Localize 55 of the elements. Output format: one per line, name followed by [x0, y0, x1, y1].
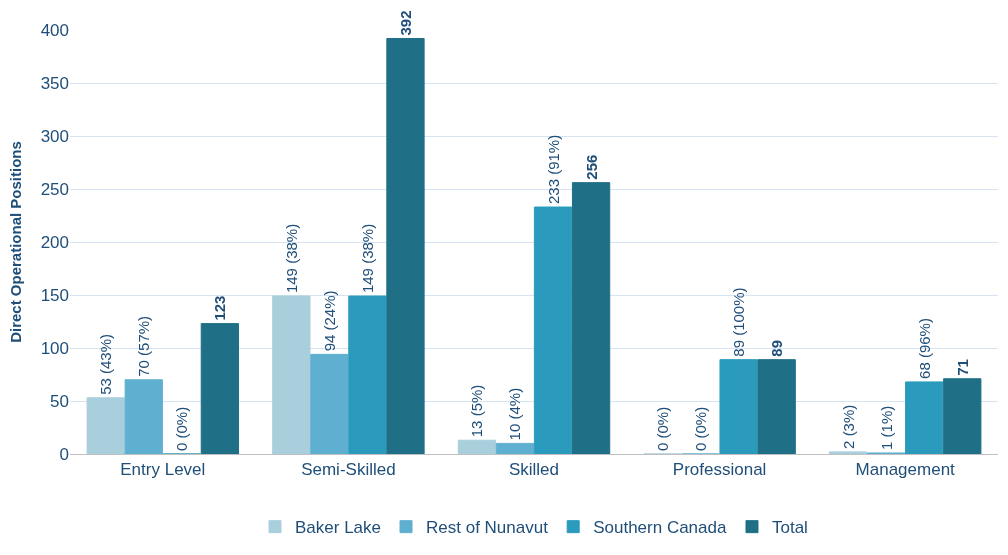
y-tick-label: 300	[40, 126, 69, 146]
data-label: 68 (96%)	[915, 318, 933, 379]
y-tick-label: 100	[40, 338, 69, 358]
y-tick-label: 200	[40, 232, 69, 252]
bar	[272, 295, 311, 454]
bar	[495, 442, 535, 454]
x-tick-label: Professional	[672, 460, 767, 480]
bar	[310, 353, 349, 454]
data-label: 89 (100%)	[730, 287, 748, 357]
data-label: 13 (5%)	[468, 384, 486, 438]
bar	[386, 37, 425, 454]
bar	[757, 359, 796, 454]
bar	[719, 359, 758, 454]
data-label: 149 (38%)	[358, 223, 376, 294]
data-label: 0 (0%)	[173, 406, 191, 451]
data-label: 10 (4%)	[506, 387, 524, 441]
bar	[200, 323, 240, 454]
bar	[86, 397, 125, 454]
data-label: 70 (57%)	[135, 315, 153, 377]
legend-label: Total	[771, 518, 808, 538]
bar	[533, 206, 573, 454]
y-tick-label: 0	[59, 444, 69, 464]
data-label: 233 (91%)	[544, 134, 562, 205]
bar	[457, 439, 497, 454]
legend-label: Southern Canada	[593, 518, 727, 538]
y-tick-label: 150	[40, 285, 69, 305]
bar	[905, 381, 944, 454]
data-label: 1 (1%)	[877, 405, 895, 450]
data-label: 2 (3%)	[839, 404, 857, 449]
data-label: 149 (38%)	[282, 223, 300, 294]
data-label: 71	[953, 359, 971, 376]
y-tick-label: 400	[40, 20, 69, 40]
y-tick-label: 50	[50, 391, 69, 411]
x-tick-label: Management	[855, 460, 956, 480]
x-tick-label: Semi-Skilled	[301, 460, 396, 480]
data-label: 392	[396, 10, 414, 36]
x-tick-label: Skilled	[508, 460, 560, 480]
data-label: 256	[582, 154, 600, 180]
data-label: 123	[211, 295, 229, 321]
y-tick-label: 250	[40, 179, 69, 199]
x-tick-label: Entry Level	[120, 460, 206, 480]
y-tick-label: 350	[40, 73, 69, 93]
data-label: 0 (0%)	[692, 406, 710, 451]
bar	[124, 379, 163, 454]
data-label: 89	[768, 339, 786, 357]
bar	[348, 295, 387, 454]
data-label: 53 (43%)	[97, 333, 115, 395]
legend-label: Rest of Nunavut	[426, 518, 549, 538]
data-label: 0 (0%)	[654, 406, 672, 451]
legend-label: Baker Lake	[295, 518, 381, 538]
bar	[828, 451, 868, 454]
bar	[571, 182, 611, 454]
bar	[943, 378, 982, 454]
data-label: 94 (24%)	[320, 290, 338, 352]
y-axis-title: Direct Operational Positions	[6, 141, 24, 343]
